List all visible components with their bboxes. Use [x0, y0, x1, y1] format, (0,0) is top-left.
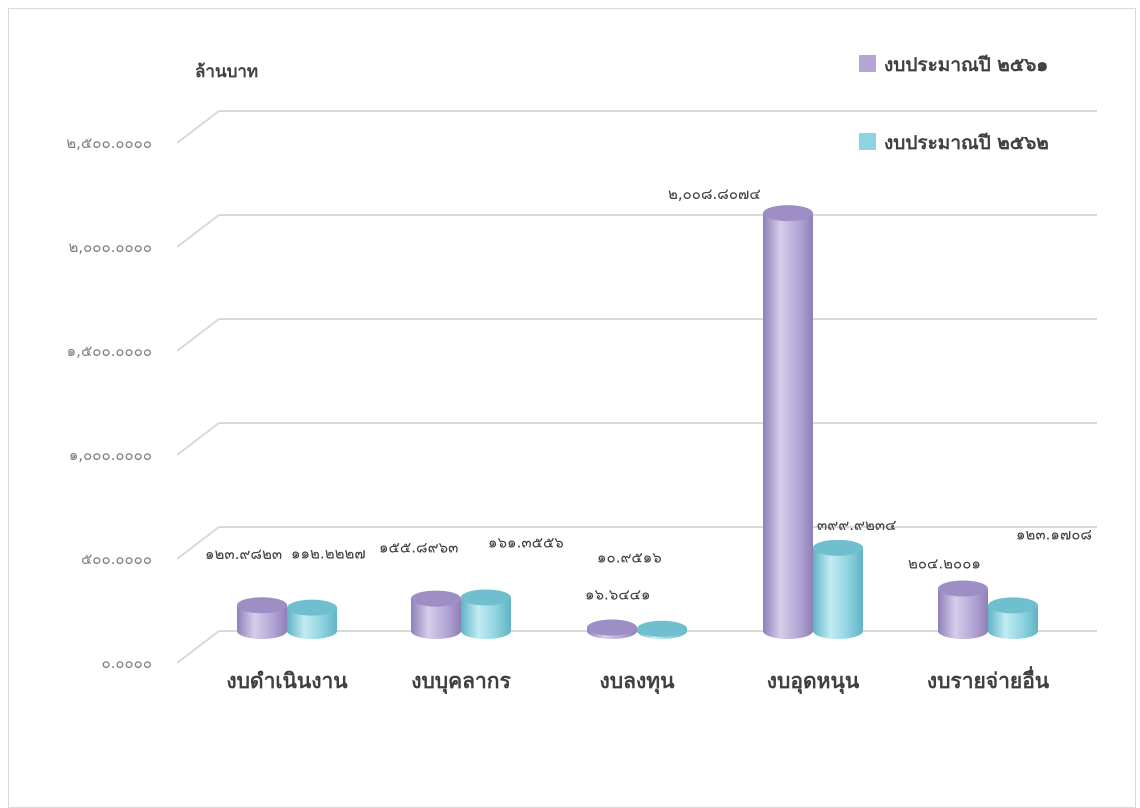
chart-frame: ๐.๐๐๐๐ ๕๐๐.๐๐๐๐ ๑,๐๐๐.๐๐๐๐ ๑,๕๐๐.๐๐๐๐ ๒,๐๐๐.… [8, 8, 1136, 808]
gridlines [176, 110, 1097, 664]
gridline-diag [176, 214, 220, 248]
data-label: ๑๒๓.๑๗๐๘ [1016, 525, 1092, 543]
y-tick-label: ๒,๐๐๐.๐๐๐๐ [68, 238, 152, 256]
bar-body [938, 588, 988, 639]
bar-cap [637, 620, 687, 637]
legend-label-2561: งบประมาณปี ๒๕๖๑ [884, 54, 1048, 76]
bar-2561-3 [763, 205, 813, 639]
bar-body [287, 607, 337, 639]
data-label: ๑๑๒.๒๒๒๗ [291, 545, 366, 563]
bar-cap [938, 580, 988, 597]
bar-2562-2 [637, 620, 687, 639]
legend: งบประมาณปี ๒๕๖๑ งบประมาณปี ๒๕๖๒ [859, 54, 1049, 154]
y-axis-ticks: ๐.๐๐๐๐ ๕๐๐.๐๐๐๐ ๑,๐๐๐.๐๐๐๐ ๑,๕๐๐.๐๐๐๐ ๒,๐๐๐.… [66, 134, 152, 672]
bar-2561-1 [411, 590, 461, 639]
bar-2562-1 [461, 589, 511, 639]
category-label: งบบุคลากร [411, 669, 511, 695]
bar-2562-0 [287, 599, 337, 639]
legend-label-2562: งบประมาณปี ๒๕๖๒ [884, 132, 1049, 154]
gridline-diag [176, 422, 220, 456]
category-label: งบดำเนินงาน [226, 669, 348, 693]
category-labels: งบดำเนินงาน งบบุคลากร งบลงทุน งบอุดหนุน งบรา… [226, 665, 1049, 695]
gridline-diag [176, 526, 220, 560]
category-label: งบอุดหนุน [767, 669, 860, 695]
bar-cap [461, 589, 511, 606]
data-label: ๓๙๙.๙๒๓๔ [817, 516, 896, 534]
data-label: ๒๐๔.๒๐๐๑ [908, 555, 981, 573]
bar-cap [237, 597, 287, 614]
legend-swatch-2562 [859, 133, 876, 150]
data-label: ๑๖๑.๓๕๕๖ [488, 533, 564, 551]
bar-body [813, 547, 863, 639]
bar-body [763, 213, 813, 639]
data-label: ๑๕๕.๘๙๖๓ [379, 539, 458, 557]
data-label: ๑๐.๙๕๑๖ [597, 549, 662, 567]
bar-cap [587, 619, 637, 636]
bar-2561-2 [587, 619, 637, 639]
y-tick-label: ๑,๕๐๐.๐๐๐๐ [67, 342, 152, 360]
bar-body [461, 597, 511, 639]
bar-2562-4 [988, 597, 1038, 639]
y-tick-label: ๐.๐๐๐๐ [101, 654, 152, 672]
y-tick-label: ๕๐๐.๐๐๐๐ [81, 550, 152, 568]
y-tick-label: ๑,๐๐๐.๐๐๐๐ [69, 446, 152, 464]
bar-cap [813, 539, 863, 556]
y-tick-label: ๒,๕๐๐.๐๐๐๐ [66, 134, 152, 152]
bar-cap [287, 599, 337, 616]
category-label: งบรายจ่ายอื่น [927, 665, 1050, 693]
bar-body [237, 605, 287, 639]
category-label: งบลงทุน [600, 669, 676, 695]
data-label: ๑๒๓.๙๘๒๓ [205, 545, 282, 563]
bar-cap [411, 590, 461, 607]
data-label: ๒,๐๐๘.๘๐๗๔ [668, 185, 761, 203]
bar-cap [763, 205, 813, 222]
data-label: ๑๖.๖๔๔๑ [585, 586, 651, 604]
bar-2561-0 [237, 597, 287, 639]
gridline-diag [176, 110, 220, 144]
bar-2561-4 [938, 580, 988, 639]
bars [237, 205, 1038, 639]
y-axis-unit-label: ล้านบาท [195, 62, 258, 82]
bar-body [988, 605, 1038, 639]
bar-body [411, 598, 461, 639]
legend-swatch-2561 [859, 55, 876, 72]
gridline-diag [176, 318, 220, 352]
bar-cap [988, 597, 1038, 614]
bar-chart: ๐.๐๐๐๐ ๕๐๐.๐๐๐๐ ๑,๐๐๐.๐๐๐๐ ๑,๕๐๐.๐๐๐๐ ๒,๐๐๐.… [66, 54, 1097, 695]
gridline-diag [176, 630, 220, 664]
bar-2562-3 [813, 539, 863, 639]
